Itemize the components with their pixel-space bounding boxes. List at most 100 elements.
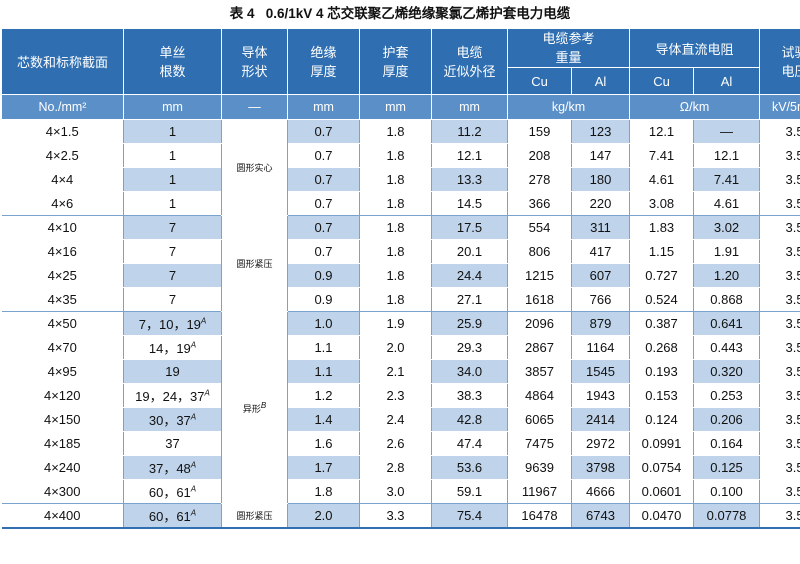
cell-voltage: 3.5 [759, 479, 800, 504]
cell-diameter: 20.1 [431, 239, 508, 264]
cell-section: 4×2.5 [1, 143, 124, 168]
cell-resistance-al: 0.0778 [693, 503, 761, 529]
cell-sheath: 1.8 [359, 215, 432, 240]
table-row: 4×150 30，37A 1.4 2.4 42.8 6065 2414 0.124 0.206 3… [1, 407, 800, 432]
cell-conductor-shape: 圆形紧压 [221, 215, 288, 312]
unit-sheath: mm [359, 94, 432, 120]
header-core-section: 芯数和标称截面 [1, 28, 124, 95]
cell-resistance-cu: 3.08 [629, 191, 695, 216]
table-row: 4×70 14，19A 1.1 2.0 29.3 2867 1164 0.268 0.443 3.… [1, 335, 800, 360]
cell-insulation: 1.1 [287, 335, 360, 360]
cell-voltage: 3.5 [759, 239, 800, 264]
cell-weight-cu: 278 [507, 167, 572, 192]
cell-diameter: 59.1 [431, 479, 508, 504]
cell-insulation: 1.7 [287, 455, 360, 480]
cell-section: 4×95 [1, 359, 124, 384]
cell-insulation: 0.7 [287, 191, 360, 216]
cell-wire-count: 19，24，37A [123, 383, 222, 408]
cell-resistance-al: 7.41 [693, 167, 761, 192]
cell-diameter: 25.9 [431, 311, 508, 336]
cell-resistance-cu: 0.153 [629, 383, 695, 408]
cell-weight-al: 607 [570, 263, 631, 288]
cell-insulation: 1.2 [287, 383, 360, 408]
table-row: 4×400 60，61A 圆形紧压 2.0 3.3 75.4 16478 6743 0.0470… [1, 503, 800, 529]
cell-wire-count: 1 [123, 167, 222, 192]
cell-conductor-shape: 异形B [221, 311, 288, 504]
cell-sheath: 1.8 [359, 263, 432, 288]
cell-sheath: 2.8 [359, 455, 432, 480]
cell-weight-cu: 2867 [507, 335, 572, 360]
cell-diameter: 42.8 [431, 407, 508, 432]
cell-diameter: 24.4 [431, 263, 508, 288]
cell-weight-cu: 208 [507, 143, 572, 168]
table-body: 4×1.51圆形实心0.71.811.215912312.1—3.54×2.51… [1, 119, 800, 529]
table-row: 4×120 19，24，37A 1.2 2.3 38.3 4864 1943 0.153 0.2… [1, 383, 800, 408]
cell-resistance-al: 1.20 [693, 263, 761, 288]
cell-insulation: 1.0 [287, 311, 360, 336]
cell-section: 4×10 [1, 215, 124, 240]
cell-section: 4×6 [1, 191, 124, 216]
cell-sheath: 2.0 [359, 335, 432, 360]
cell-voltage: 3.5 [759, 359, 800, 384]
cell-insulation: 1.6 [287, 431, 360, 456]
cell-sheath: 2.3 [359, 383, 432, 408]
unit-wire-count: mm [123, 94, 222, 120]
header-dc-resistance: 导体直流电阻 [629, 28, 761, 68]
cell-weight-al: 2972 [570, 431, 631, 456]
cell-insulation: 0.9 [287, 287, 360, 312]
cell-resistance-al: 0.320 [693, 359, 761, 384]
cell-resistance-cu: 1.83 [629, 215, 695, 240]
cell-diameter: 29.3 [431, 335, 508, 360]
cell-sheath: 3.3 [359, 503, 432, 529]
cell-sheath: 2.6 [359, 431, 432, 456]
cell-resistance-al: 4.61 [693, 191, 761, 216]
cell-voltage: 3.5 [759, 215, 800, 240]
cell-sheath: 1.8 [359, 239, 432, 264]
cell-voltage: 3.5 [759, 335, 800, 360]
cell-wire-count: 7 [123, 215, 222, 240]
cell-weight-al: 6743 [570, 503, 631, 529]
cell-sheath: 1.9 [359, 311, 432, 336]
table-caption-title: 0.6/1kV 4 芯交联聚乙烯绝缘聚氯乙烯护套电力电缆 [265, 6, 571, 21]
cell-sheath: 2.1 [359, 359, 432, 384]
cell-diameter: 11.2 [431, 119, 508, 144]
cell-weight-cu: 1618 [507, 287, 572, 312]
cell-resistance-al: 0.641 [693, 311, 761, 336]
cell-weight-al: 766 [570, 287, 631, 312]
cell-section: 4×70 [1, 335, 124, 360]
cell-weight-al: 879 [570, 311, 631, 336]
cell-weight-al: 2414 [570, 407, 631, 432]
cell-resistance-al: 0.868 [693, 287, 761, 312]
cell-voltage: 3.5 [759, 263, 800, 288]
header-reference-weight: 电缆参考 重量 [506, 28, 631, 68]
cell-diameter: 12.1 [431, 143, 508, 168]
cell-weight-cu: 366 [507, 191, 572, 216]
table-caption-label: 表 4 [229, 6, 255, 21]
cell-weight-cu: 159 [507, 119, 572, 144]
cell-wire-count: 37 [123, 431, 222, 456]
cell-conductor-shape: 圆形实心 [221, 119, 288, 216]
cell-resistance-al: 0.443 [693, 335, 761, 360]
cell-wire-count: 30，37A [123, 407, 222, 432]
cell-voltage: 3.5 [759, 407, 800, 432]
cell-resistance-cu: 0.0601 [629, 479, 695, 504]
cell-resistance-cu: 0.524 [629, 287, 695, 312]
cell-weight-cu: 1215 [507, 263, 572, 288]
cell-resistance-cu: 0.0991 [629, 431, 695, 456]
cell-insulation: 1.8 [287, 479, 360, 504]
cell-wire-count: 1 [123, 191, 222, 216]
cell-conductor-shape: 圆形紧压 [221, 503, 288, 529]
cell-resistance-cu: 12.1 [629, 119, 695, 144]
cell-resistance-cu: 0.387 [629, 311, 695, 336]
table-row: 4×300 60，61A 1.8 3.0 59.1 11967 4666 0.0601 0.10… [1, 479, 800, 504]
cell-weight-al: 220 [570, 191, 631, 216]
cell-section: 4×25 [1, 263, 124, 288]
cell-weight-al: 1943 [570, 383, 631, 408]
cell-voltage: 3.5 [759, 143, 800, 168]
header-test-voltage: 试验电压 [759, 28, 800, 95]
cable-spec-table: 芯数和标称截面 单丝 根数 导体 形状 绝缘 厚度 护套 厚度 电缆 近似外径 电缆参考重… [1, 28, 800, 529]
cell-sheath: 1.8 [359, 191, 432, 216]
